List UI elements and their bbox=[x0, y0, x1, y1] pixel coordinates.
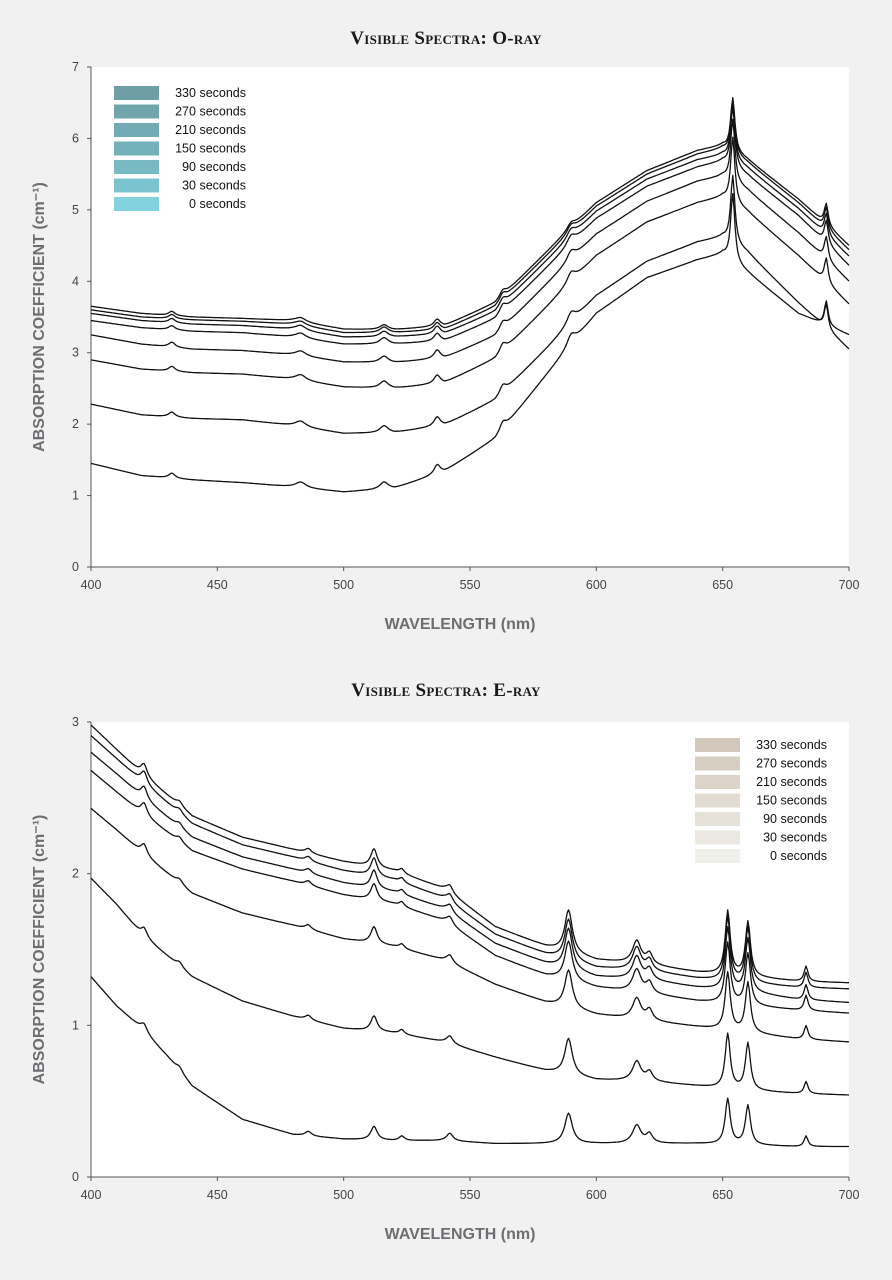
series-line-5 bbox=[90, 807, 850, 1043]
legend-swatch bbox=[695, 812, 740, 826]
y-tick-label: 2 bbox=[72, 867, 79, 881]
series-line-1 bbox=[90, 97, 850, 330]
legend-swatch bbox=[114, 160, 159, 174]
legend-swatch bbox=[114, 197, 159, 211]
x-tick-label: 600 bbox=[586, 1188, 607, 1202]
series-line-1 bbox=[90, 724, 849, 984]
series-line-2 bbox=[90, 99, 850, 334]
legend-swatch bbox=[695, 830, 740, 845]
x-tick-label: 500 bbox=[333, 1188, 354, 1202]
legend-label: 30 seconds bbox=[763, 831, 827, 845]
x-tick-label: 400 bbox=[81, 578, 102, 592]
legend-label: 150 seconds bbox=[756, 794, 827, 808]
x-axis-title: WAVELENGTH (nm) bbox=[385, 616, 536, 633]
y-axis-title: ABSORPTION COEFFICIENT (cm⁻¹) bbox=[31, 815, 48, 1085]
legend-label: 0 seconds bbox=[770, 849, 827, 863]
series-line-3 bbox=[90, 751, 850, 1004]
x-tick-label: 650 bbox=[712, 1188, 733, 1202]
y-tick-label: 6 bbox=[72, 131, 79, 145]
y-tick-label: 7 bbox=[72, 60, 79, 74]
legend-label: 210 seconds bbox=[756, 775, 827, 789]
legend-swatch bbox=[695, 738, 740, 752]
x-tick-label: 600 bbox=[586, 578, 607, 592]
legend-label: 150 seconds bbox=[175, 142, 246, 156]
legend-swatch bbox=[695, 775, 740, 789]
legend-label: 270 seconds bbox=[175, 105, 246, 119]
series-line-4 bbox=[90, 105, 850, 345]
legend: 330 seconds 270 seconds 210 seconds 150 sec… bbox=[695, 738, 827, 863]
legend-label: 30 seconds bbox=[182, 179, 246, 193]
x-tick-label: 400 bbox=[81, 1188, 102, 1202]
series-line-4 bbox=[90, 769, 849, 1014]
y-tick-label: 1 bbox=[72, 489, 79, 503]
y-axis-title: ABSORPTION COEFFICIENT (cm⁻¹) bbox=[31, 182, 48, 452]
oray-chart: 400 450 500 550 600 650 700 0 1 2 3 4 5 6 7 WAVELENGTH … bbox=[31, 60, 860, 633]
x-tick-label: 500 bbox=[333, 578, 354, 592]
x-tick-label: 450 bbox=[207, 1188, 228, 1202]
x-tick-label: 700 bbox=[839, 578, 860, 592]
legend-label: 0 seconds bbox=[189, 197, 246, 211]
series-line-6 bbox=[90, 136, 850, 388]
legend-label: 210 seconds bbox=[175, 123, 246, 137]
y-tick-label: 0 bbox=[72, 1170, 79, 1184]
series-line-8 bbox=[90, 193, 850, 493]
legend-swatch bbox=[695, 849, 740, 863]
legend-label: 330 seconds bbox=[756, 738, 827, 752]
series-line-6 bbox=[90, 877, 850, 1096]
legend-swatch bbox=[695, 756, 740, 771]
legend-swatch bbox=[114, 123, 159, 137]
oray-figure: Visible Spectra: O-ray 400 450 500 550 600 65… bbox=[31, 28, 860, 633]
y-tick-label: 0 bbox=[72, 560, 79, 574]
x-tick-label: 650 bbox=[712, 578, 733, 592]
y-tick-label: 3 bbox=[72, 346, 79, 360]
legend-swatch bbox=[114, 104, 159, 119]
y-tick-label: 4 bbox=[72, 274, 79, 288]
x-axis-title: WAVELENGTH (nm) bbox=[385, 1226, 536, 1243]
legend-swatch bbox=[695, 793, 740, 808]
series-line-3 bbox=[90, 102, 850, 338]
oray-title: Visible Spectra: O-ray bbox=[350, 28, 542, 49]
x-tick-label: 550 bbox=[460, 1188, 481, 1202]
y-tick-label: 3 bbox=[72, 715, 79, 729]
y-tick-label: 2 bbox=[72, 417, 79, 431]
y-tick-label: 5 bbox=[72, 203, 79, 217]
x-tick-label: 450 bbox=[207, 578, 228, 592]
legend-label: 90 seconds bbox=[763, 812, 827, 826]
eray-chart: 400 450 500 550 600 650 700 0 1 2 3 WAVELENGTH (nm)… bbox=[31, 715, 860, 1243]
y-tick-label: 1 bbox=[72, 1018, 79, 1032]
series-line-7 bbox=[90, 976, 849, 1148]
legend-swatch bbox=[114, 86, 159, 100]
eray-figure: Visible Spectra: E-ray 400 450 500 550 600 65… bbox=[0, 650, 892, 1280]
legend-swatch bbox=[114, 178, 159, 193]
legend-label: 270 seconds bbox=[756, 757, 827, 771]
legend: 330 seconds 270 seconds 210 seconds 150 sec… bbox=[114, 86, 246, 211]
x-tick-label: 550 bbox=[460, 578, 481, 592]
x-tick-label: 700 bbox=[839, 1188, 860, 1202]
plot-area bbox=[91, 722, 849, 1177]
legend-swatch bbox=[114, 141, 159, 156]
series-line-7 bbox=[90, 174, 850, 434]
legend-label: 330 seconds bbox=[175, 86, 246, 100]
eray-title: Visible Spectra: E-ray bbox=[351, 680, 541, 701]
series-line-2 bbox=[90, 735, 850, 990]
series-line-5 bbox=[90, 118, 850, 363]
legend-label: 90 seconds bbox=[182, 160, 246, 174]
